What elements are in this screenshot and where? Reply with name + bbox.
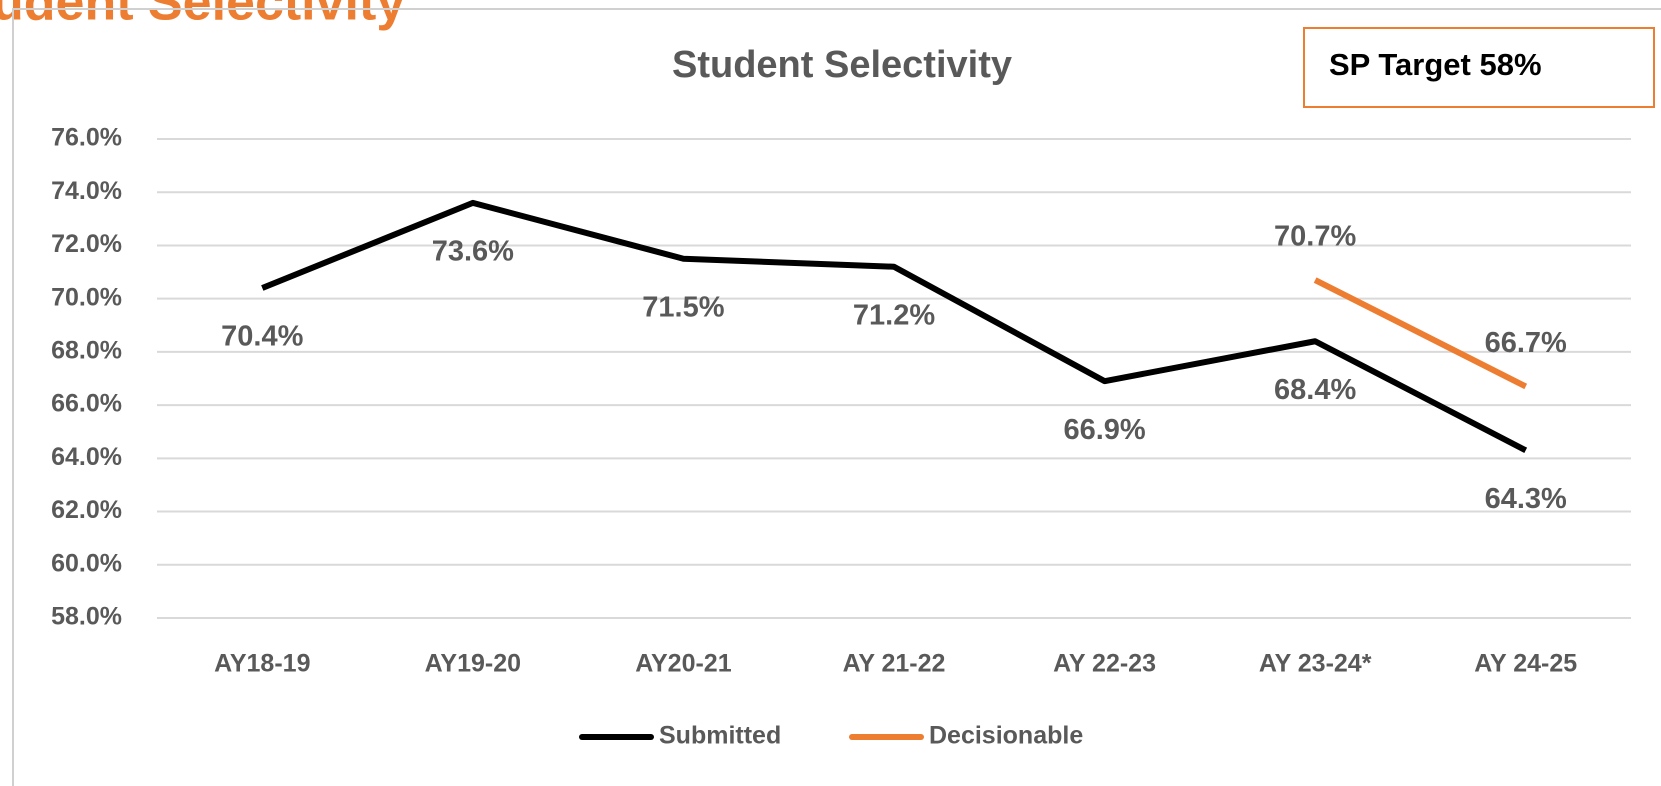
y-tick-label: 64.0%: [51, 443, 122, 471]
data-label: 70.7%: [1274, 221, 1356, 253]
legend-label: Decisionable: [929, 722, 1083, 750]
data-label: 71.5%: [642, 291, 724, 323]
legend-label: Submitted: [659, 722, 781, 750]
y-tick-label: 74.0%: [51, 177, 122, 205]
y-tick-label: 62.0%: [51, 496, 122, 524]
x-tick-label: AY 23-24*: [1259, 650, 1372, 678]
chart-frame: [12, 8, 1661, 786]
y-tick-label: 68.0%: [51, 336, 122, 364]
x-tick-label: AY 21-22: [843, 650, 946, 678]
y-tick-label: 72.0%: [51, 230, 122, 258]
data-label: 64.3%: [1485, 483, 1567, 515]
x-tick-label: AY20-21: [635, 650, 731, 678]
data-label: 66.7%: [1485, 327, 1567, 359]
data-label: 70.4%: [221, 321, 303, 353]
target-box: [1303, 27, 1655, 108]
x-tick-label: AY 22-23: [1053, 650, 1156, 678]
y-tick-label: 76.0%: [51, 124, 122, 152]
series-line: [1313, 277, 1528, 390]
page-heading: Student Selectivity: [0, 0, 405, 32]
x-tick-label: AY19-20: [425, 650, 521, 678]
y-tick-label: 66.0%: [51, 390, 122, 418]
data-label: 71.2%: [853, 299, 935, 331]
data-label: 68.4%: [1274, 374, 1356, 406]
x-tick-label: AY18-19: [214, 650, 310, 678]
target-annotation: SP Target 58%: [1329, 47, 1542, 82]
y-tick-label: 58.0%: [51, 603, 122, 631]
chart-title: Student Selectivity: [672, 44, 1012, 86]
data-label: 73.6%: [432, 236, 514, 268]
x-tick-label: AY 24-25: [1474, 650, 1577, 678]
y-tick-label: 60.0%: [51, 549, 122, 577]
series-line: [261, 199, 1528, 454]
data-label: 66.9%: [1063, 414, 1145, 446]
y-tick-label: 70.0%: [51, 283, 122, 311]
